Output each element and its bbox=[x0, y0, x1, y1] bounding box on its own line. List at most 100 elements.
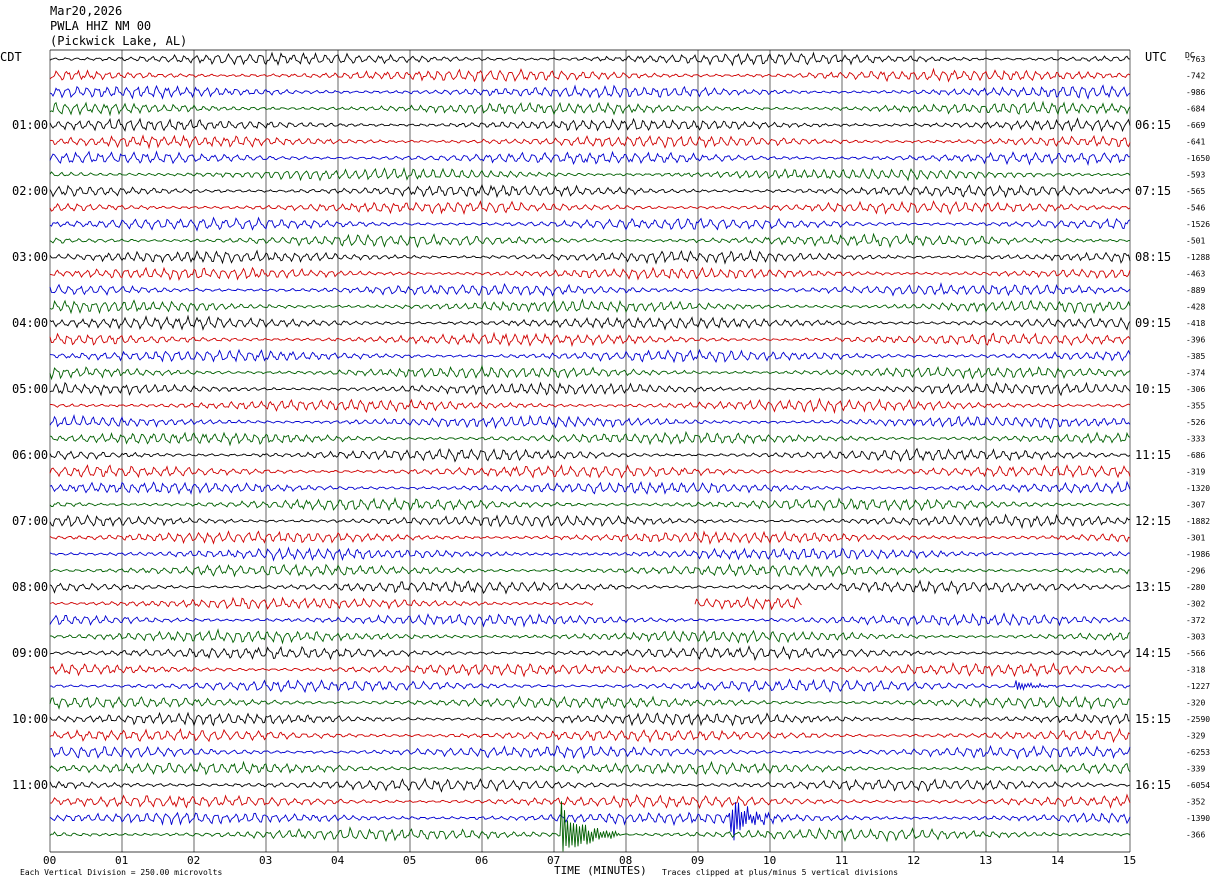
trace-row bbox=[49, 695, 1131, 711]
cdt-hour-label: 08:00 bbox=[12, 580, 48, 594]
cdt-hour-label: 10:00 bbox=[12, 712, 48, 726]
x-tick-label: 00 bbox=[43, 854, 56, 867]
trace-row bbox=[49, 67, 1131, 83]
x-tick-label: 02 bbox=[187, 854, 200, 867]
trace-row bbox=[50, 793, 1131, 810]
x-tick-label: 10 bbox=[763, 854, 776, 867]
trace-row bbox=[49, 266, 1131, 282]
trace-row bbox=[49, 314, 1131, 331]
dc-offset-label: -296 bbox=[1186, 567, 1205, 576]
dc-offset-label: -501 bbox=[1186, 237, 1205, 246]
x-tick-label: 09 bbox=[691, 854, 704, 867]
cdt-hour-label: 09:00 bbox=[12, 646, 48, 660]
trace-row bbox=[49, 777, 1131, 793]
x-axis-label: TIME (MINUTES) bbox=[554, 864, 647, 877]
dc-offset-label: -1288 bbox=[1186, 253, 1210, 262]
trace-row bbox=[49, 801, 1131, 852]
trace-row bbox=[49, 167, 1131, 182]
right-timezone: UTC bbox=[1145, 50, 1167, 64]
trace-row bbox=[49, 744, 1131, 760]
utc-hour-label: 08:15 bbox=[1135, 250, 1171, 264]
trace-row bbox=[49, 331, 1131, 348]
x-tick-label: 07 bbox=[547, 854, 560, 867]
utc-hour-label: 06:15 bbox=[1135, 118, 1171, 132]
trace-row bbox=[49, 530, 1131, 545]
trace-row bbox=[49, 612, 1131, 628]
dc-offset-label: -319 bbox=[1186, 468, 1205, 477]
x-tick-label: 11 bbox=[835, 854, 848, 867]
dc-offset-label: -641 bbox=[1186, 138, 1205, 147]
x-tick-label: 04 bbox=[331, 854, 345, 867]
x-tick-label: 08 bbox=[619, 854, 632, 867]
trace-row bbox=[49, 84, 1131, 100]
trace-row bbox=[49, 183, 1131, 199]
dc-offset-label: -307 bbox=[1186, 501, 1205, 510]
trace-row bbox=[49, 200, 1131, 216]
dc-offset-label: -593 bbox=[1186, 171, 1205, 180]
trace-row bbox=[49, 464, 1131, 479]
trace-row bbox=[49, 496, 1131, 512]
dc-offset-label: -889 bbox=[1186, 286, 1205, 295]
utc-hour-label: 15:15 bbox=[1135, 712, 1171, 726]
dc-offset-label: -355 bbox=[1186, 402, 1205, 411]
dc-offset-label: -333 bbox=[1186, 435, 1205, 444]
dc-offset-label: -6253 bbox=[1186, 748, 1210, 757]
trace-row bbox=[49, 397, 1131, 415]
trace-row bbox=[49, 430, 1131, 447]
cdt-hour-label: 06:00 bbox=[12, 448, 48, 462]
dc-offset-label: -374 bbox=[1186, 369, 1205, 378]
x-tick-label: 14 bbox=[1051, 854, 1065, 867]
dc-offset-label: -986 bbox=[1186, 88, 1205, 97]
dc-offset-label: -385 bbox=[1186, 352, 1205, 361]
dc-offset-label: -329 bbox=[1186, 732, 1205, 741]
station-id: PWLA HHZ NM 00 bbox=[50, 19, 152, 33]
trace-row bbox=[49, 678, 1131, 694]
cdt-hour-label: 02:00 bbox=[12, 184, 48, 198]
trace-row bbox=[49, 51, 1131, 67]
utc-hour-label: 10:15 bbox=[1135, 382, 1171, 396]
x-tick-label: 15 bbox=[1123, 854, 1136, 867]
dc-offset-label: -684 bbox=[1186, 105, 1205, 114]
utc-hour-label: 11:15 bbox=[1135, 448, 1171, 462]
trace-row bbox=[49, 563, 1131, 578]
clip-note: Traces clipped at plus/minus 5 vertical … bbox=[662, 868, 899, 877]
dc-offset-label: -418 bbox=[1186, 319, 1205, 328]
utc-hour-label: 14:15 bbox=[1135, 646, 1171, 660]
trace-row bbox=[49, 381, 1131, 397]
trace-row bbox=[49, 760, 1131, 776]
dc-offset-label: -339 bbox=[1186, 765, 1205, 774]
trace-row bbox=[49, 513, 1131, 529]
trace-row bbox=[49, 414, 1131, 430]
dc-offset-label: -372 bbox=[1186, 616, 1205, 625]
dc-offset-label: -1986 bbox=[1186, 550, 1210, 559]
dc-offset-label: -301 bbox=[1186, 534, 1205, 543]
utc-hour-label: 16:15 bbox=[1135, 778, 1171, 792]
cdt-hour-label: 01:00 bbox=[12, 118, 48, 132]
dc-offset-label: -566 bbox=[1186, 649, 1205, 658]
dc-offset-label: -318 bbox=[1186, 666, 1205, 675]
x-tick-label: 12 bbox=[907, 854, 920, 867]
trace-row bbox=[49, 447, 1131, 463]
dc-offset-label: -742 bbox=[1186, 72, 1205, 81]
dc-offset-label: -428 bbox=[1186, 303, 1205, 312]
dc-offset-label: -1650 bbox=[1186, 154, 1210, 163]
dc-offset-label: -352 bbox=[1186, 798, 1205, 807]
dc-offset-label: -6054 bbox=[1186, 781, 1210, 790]
dc-offset-label: -463 bbox=[1186, 270, 1205, 279]
trace-row bbox=[49, 661, 1131, 678]
x-tick-label: 03 bbox=[259, 854, 272, 867]
utc-hour-label: 07:15 bbox=[1135, 184, 1171, 198]
trace-row bbox=[49, 727, 1131, 744]
trace-row bbox=[49, 232, 1131, 249]
left-timezone: CDT bbox=[0, 50, 22, 64]
dc-offset-label: -763 bbox=[1186, 55, 1205, 64]
dc-offset-label: -546 bbox=[1186, 204, 1205, 213]
dc-offset-label: -1882 bbox=[1186, 517, 1210, 526]
trace-row bbox=[49, 364, 1131, 381]
utc-hour-label: 13:15 bbox=[1135, 580, 1171, 594]
dc-label: DC bbox=[1185, 51, 1195, 60]
scale-note: Each Vertical Division = 250.00 microvol… bbox=[20, 868, 223, 877]
dc-offset-label: -302 bbox=[1186, 600, 1205, 609]
plot-date: Mar20,2026 bbox=[50, 4, 123, 18]
